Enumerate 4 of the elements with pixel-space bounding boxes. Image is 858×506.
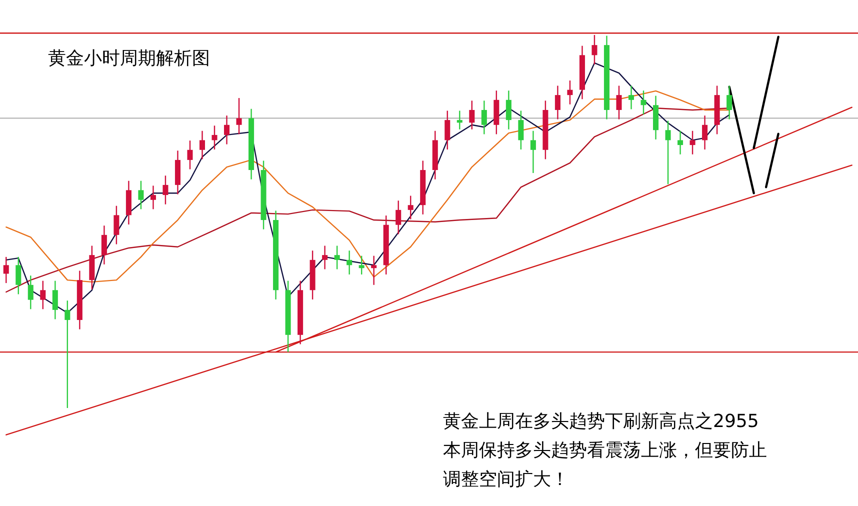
text: 调整空间扩大！: [443, 469, 569, 490]
text: 黄金小时周期解析图: [48, 48, 210, 69]
text: 黄金上周在多头趋势下刷新高点之2955: [443, 411, 759, 432]
text: 本周保持多头趋势看震荡上涨，但要防止: [443, 440, 767, 461]
